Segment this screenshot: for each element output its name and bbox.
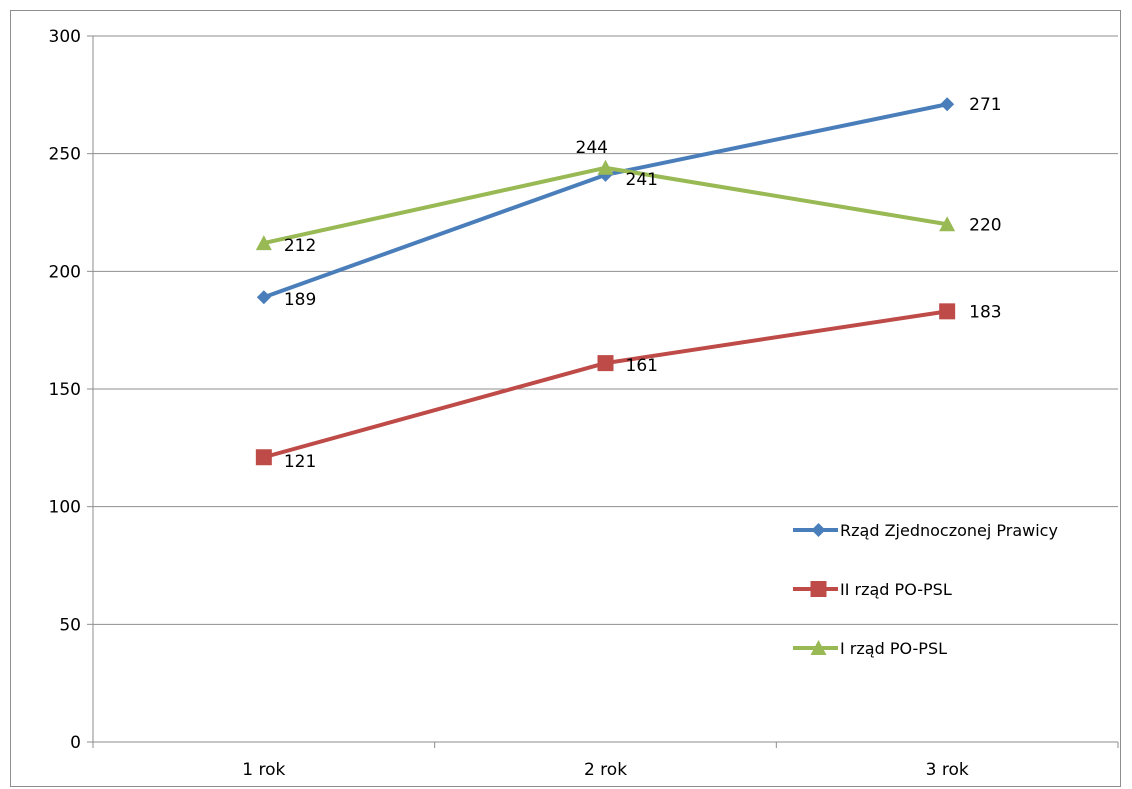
y-tick-label: 150 xyxy=(49,380,81,400)
data-label-0-1: 241 xyxy=(626,170,658,190)
gridlines xyxy=(93,35,1118,625)
y-tick-label: 0 xyxy=(70,733,81,753)
legend-marker-1 xyxy=(810,581,827,597)
chart-frame xyxy=(10,10,1121,787)
axes xyxy=(87,35,1119,748)
x-tick-label: 1 rok xyxy=(242,760,285,780)
y-tick-label: 100 xyxy=(49,498,81,518)
legend-marker-2 xyxy=(810,640,827,655)
tick-labels: 0 50 100 150 200 250 300 1 rok 2 rok 3 rok xyxy=(49,27,969,780)
series-2-point-1 xyxy=(597,159,614,175)
y-tick-label: 300 xyxy=(49,27,81,47)
data-label-1-2: 183 xyxy=(969,302,1001,322)
legend-label-2: I rząd PO-PSL xyxy=(840,639,947,658)
series-2-point-2 xyxy=(939,216,956,232)
series-1-point-1 xyxy=(597,355,614,372)
series-0-point-2 xyxy=(940,97,955,112)
legend-label-0: Rząd Zjednoczonej Prawicy xyxy=(840,521,1058,540)
data-labels: 189 241 271 121 161 183 212 244 220 xyxy=(284,95,1002,472)
series-2-point-0 xyxy=(255,235,272,251)
series-0-point-0 xyxy=(256,290,271,305)
legend-label-1: II rząd PO-PSL xyxy=(840,580,952,599)
x-tick-label: 2 rok xyxy=(584,760,627,780)
series-line-1 xyxy=(261,309,950,460)
x-tick-label: 3 rok xyxy=(926,760,969,780)
data-label-0-0: 189 xyxy=(284,290,316,310)
data-label-2-0: 212 xyxy=(284,236,316,256)
data-label-0-2: 271 xyxy=(969,95,1001,115)
y-tick-label: 50 xyxy=(59,615,81,635)
series-1-point-0 xyxy=(255,449,272,466)
series-1-point-2 xyxy=(939,303,956,320)
data-label-1-0: 121 xyxy=(284,452,316,472)
series-line-0 xyxy=(261,102,950,300)
legend-marker-0 xyxy=(811,523,826,537)
legend: Rząd Zjednoczonej Prawicy II rząd PO-PSL I… xyxy=(793,521,1058,658)
series-markers xyxy=(255,97,956,466)
y-tick-label: 200 xyxy=(49,262,81,282)
y-tick-label: 250 xyxy=(49,145,81,165)
data-label-2-1: 244 xyxy=(576,138,608,158)
data-label-1-1: 161 xyxy=(626,356,658,376)
data-label-2-2: 220 xyxy=(969,215,1001,235)
